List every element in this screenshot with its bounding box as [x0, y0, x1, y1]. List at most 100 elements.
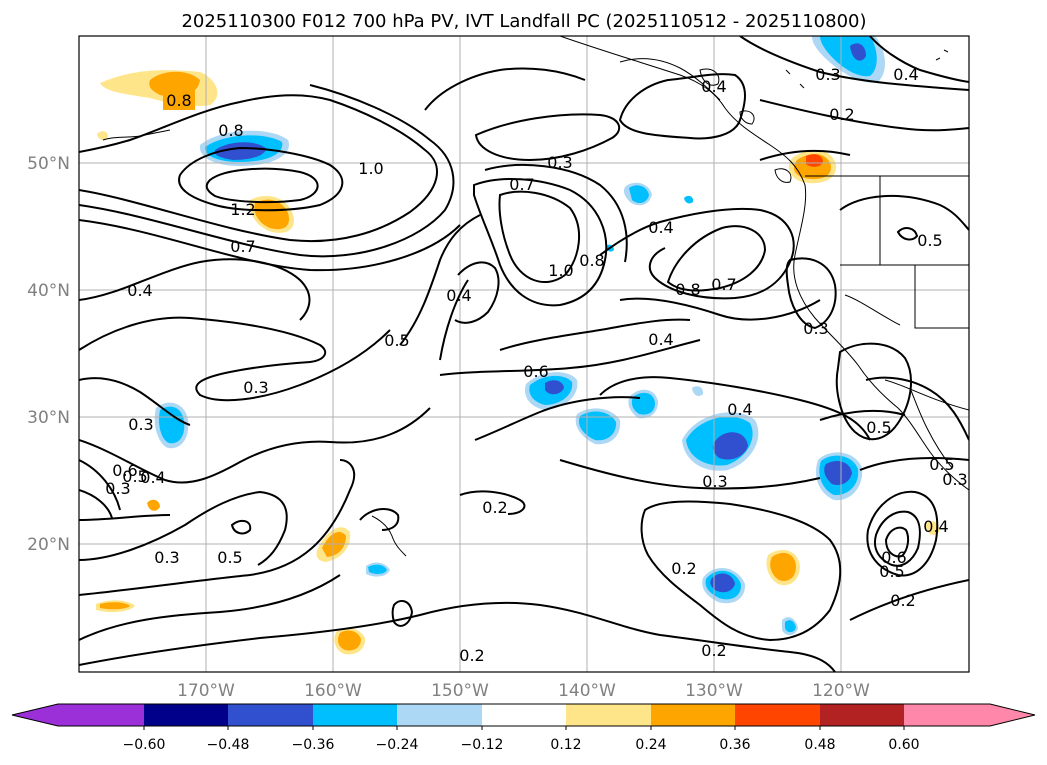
- contour-label: 0.4: [893, 65, 918, 84]
- shade-negative-strong: [545, 380, 564, 395]
- contour-labels: 0.8 0.8 1.0 1.2 0.7 0.3 0.7 0.4 0.3 0.2 …: [105, 65, 967, 665]
- colorbar-outline: [11, 703, 1036, 727]
- colorbar-extend-min: [12, 704, 58, 726]
- shade-positive: [254, 199, 290, 230]
- contour-label: 0.2: [671, 559, 696, 578]
- shade-positive-strong: [806, 154, 823, 167]
- shade-negative: [684, 195, 694, 204]
- shade-negative: [785, 620, 796, 633]
- colorbar-tick-label: 0.48: [804, 737, 835, 753]
- shade-positive: [147, 499, 160, 511]
- colorbar-segment: [820, 704, 904, 726]
- figure-title: 2025110300 F012 700 hPa PV, IVT Landfall…: [181, 11, 866, 32]
- colorbar-tick-label: 0.24: [635, 737, 666, 753]
- colorbar-segment: [58, 704, 144, 726]
- contour-label: 0.7: [711, 275, 736, 294]
- contour-label: 0.2: [701, 641, 726, 660]
- lon-label: 150°W: [431, 681, 489, 701]
- contour-label: 0.5: [917, 231, 942, 250]
- shade-positive: [770, 552, 796, 581]
- lon-label: 170°W: [177, 681, 235, 701]
- lat-label: 20°N: [27, 535, 70, 555]
- colorbar-segment: [904, 704, 990, 726]
- latitude-axis: 50°N 40°N 30°N 20°N: [27, 154, 70, 555]
- contour-label: 0.5: [866, 418, 891, 437]
- contour-label: 0.4: [127, 281, 152, 300]
- contour-label: 0.2: [482, 498, 507, 517]
- contour-label: 0.7: [509, 175, 534, 194]
- lat-label: 30°N: [27, 408, 70, 428]
- lon-label: 160°W: [304, 681, 362, 701]
- map-background: [79, 36, 969, 672]
- contour-label: 0.3: [547, 153, 572, 172]
- colorbar-segment: [735, 704, 820, 726]
- shade-negative-strong: [850, 43, 866, 61]
- shade-negative: [578, 411, 617, 441]
- colorbar-tick-label: 0.36: [719, 737, 750, 753]
- contour-label: 0.2: [829, 105, 854, 124]
- contour-label: 0.5: [879, 562, 904, 581]
- contour-label: 0.5: [217, 548, 242, 567]
- contour-label: 0.8: [675, 280, 700, 299]
- contour-label: 0.4: [727, 400, 752, 419]
- contour-label: 0.3: [815, 65, 840, 84]
- map-panel: [78, 35, 970, 673]
- contour-label: 0.3: [128, 415, 153, 434]
- contour-label: 0.3: [154, 548, 179, 567]
- contour-label: 0.4: [446, 286, 471, 305]
- lat-label: 40°N: [27, 281, 70, 301]
- shade-negative: [629, 185, 649, 203]
- graticule: [79, 36, 969, 672]
- contour-label: 0.3: [105, 479, 130, 498]
- shade-positive-light: [925, 521, 940, 536]
- lat-label: 50°N: [27, 154, 70, 174]
- colorbar: −0.60 −0.48 −0.36 −0.24 −0.12 0.12 0.24 …: [11, 703, 1036, 753]
- contour-label: 0.3: [803, 319, 828, 338]
- shade-negative-strong: [824, 461, 852, 485]
- shade-negative-strong: [712, 432, 748, 460]
- colorbar-tick-label: 0.12: [550, 737, 581, 753]
- colorbar-extend-max: [990, 704, 1035, 726]
- shade-positive: [337, 630, 361, 651]
- contour-label: 0.4: [648, 218, 673, 237]
- colorbar-segment: [313, 704, 397, 726]
- contour-label: 1.2: [230, 200, 255, 219]
- shade-negative-strong: [710, 573, 735, 593]
- colorbar-tick-label: −0.12: [461, 737, 504, 753]
- contour-label: 0.8: [166, 91, 191, 110]
- colorbar-segment: [228, 704, 313, 726]
- contour-label: 0.3: [702, 472, 727, 491]
- colorbar-tick-label: −0.60: [123, 737, 166, 753]
- contour-label: 0.5: [929, 455, 954, 474]
- shade-positive: [100, 602, 130, 610]
- colorbar-segment: [144, 704, 228, 726]
- contour-label: 0.4: [648, 330, 673, 349]
- colorbar-segment: [397, 704, 482, 726]
- map-frame: [78, 35, 970, 673]
- contour-label: 0.4: [923, 517, 948, 536]
- shade-negative-light: [692, 386, 704, 396]
- colorbar-segment: [482, 704, 566, 726]
- contour-label: 0.7: [230, 237, 255, 256]
- contour-label: 0.4: [701, 77, 726, 96]
- longitude-axis: 170°W 160°W 150°W 140°W 130°W 120°W: [177, 681, 870, 701]
- contour-label: 1.0: [358, 159, 383, 178]
- shade-negative-strong: [214, 142, 266, 160]
- contour-label: 1.0: [548, 261, 573, 280]
- contour-label: 0.8: [218, 121, 243, 140]
- contour-label: 0.3: [243, 378, 268, 397]
- shade-negative: [368, 564, 387, 575]
- contour-label: 0.5: [384, 331, 409, 350]
- contour-label: 0.3: [942, 470, 967, 489]
- pv-contours: [79, 36, 969, 672]
- contour-label: 0.8: [579, 251, 604, 270]
- contour-label: 0.6: [523, 362, 548, 381]
- colorbar-tick-label: −0.48: [207, 737, 250, 753]
- colorbar-tick-label: −0.36: [292, 737, 335, 753]
- colorbar-tick-label: 0.60: [888, 737, 919, 753]
- contour-label: 0.4: [140, 468, 165, 487]
- lon-label: 120°W: [812, 681, 870, 701]
- contour-label: 0.2: [890, 591, 915, 610]
- contour-label: 0.6: [881, 548, 906, 567]
